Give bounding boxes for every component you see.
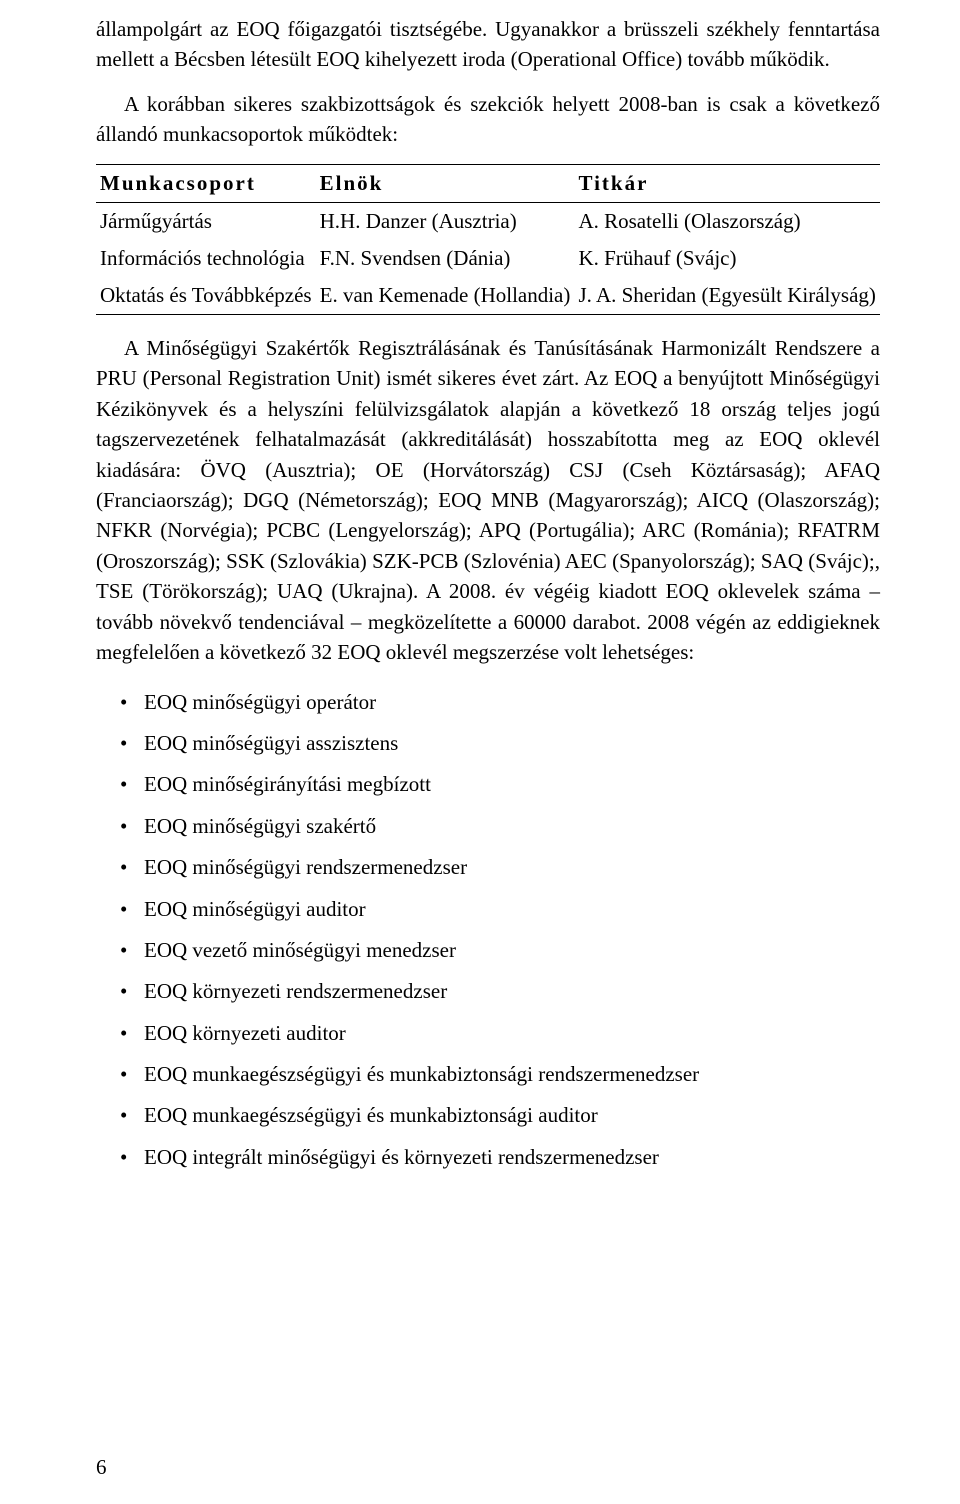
table-row: Információs technológia F.N. Svendsen (D… — [96, 240, 880, 277]
page-number: 6 — [96, 1455, 107, 1480]
table-cell: Járműgyártás — [96, 202, 316, 240]
list-item: EOQ környezeti rendszermenedzser — [144, 971, 880, 1012]
table-cell: Információs technológia — [96, 240, 316, 277]
table-cell: H.H. Danzer (Ausztria) — [316, 202, 575, 240]
paragraph-3: A Minőségügyi Szakértők Regisztrálásának… — [96, 333, 880, 668]
list-item: EOQ minőségügyi auditor — [144, 889, 880, 930]
table-cell: Oktatás és Továbbképzés — [96, 277, 316, 315]
list-item: EOQ minőségügyi szakértő — [144, 806, 880, 847]
table-header-col3: Titkár — [574, 164, 880, 202]
list-item: EOQ integrált minőségügyi és környezeti … — [144, 1137, 880, 1178]
list-item: EOQ környezeti auditor — [144, 1013, 880, 1054]
table-row: Járműgyártás H.H. Danzer (Ausztria) A. R… — [96, 202, 880, 240]
table-cell: E. van Kemenade (Hollandia) — [316, 277, 575, 315]
list-item: EOQ vezető minőségügyi menedzser — [144, 930, 880, 971]
paragraph-1: állampolgárt az EOQ főigazgatói tisztség… — [96, 14, 880, 75]
table-cell: J. A. Sheridan (Egyesült Királyság) — [574, 277, 880, 315]
list-item: EOQ minőségügyi operátor — [144, 682, 880, 723]
table-cell: A. Rosatelli (Olaszország) — [574, 202, 880, 240]
list-item: EOQ munkaegészségügyi és munkabiztonsági… — [144, 1054, 880, 1095]
list-item: EOQ minőségügyi asszisztens — [144, 723, 880, 764]
certificate-list: EOQ minőségügyi operátor EOQ minőségügyi… — [96, 682, 880, 1179]
table-cell: F.N. Svendsen (Dánia) — [316, 240, 575, 277]
table-header-col2: Elnök — [316, 164, 575, 202]
workgroup-table: Munkacsoport Elnök Titkár Járműgyártás H… — [96, 164, 880, 315]
table-cell: K. Frühauf (Svájc) — [574, 240, 880, 277]
table-header-row: Munkacsoport Elnök Titkár — [96, 164, 880, 202]
table-header-col1: Munkacsoport — [96, 164, 316, 202]
list-item: EOQ munkaegészségügyi és munkabiztonsági… — [144, 1095, 880, 1136]
table-row: Oktatás és Továbbképzés E. van Kemenade … — [96, 277, 880, 315]
list-item: EOQ minőségirányítási megbízott — [144, 764, 880, 805]
list-item: EOQ minőségügyi rendszermenedzser — [144, 847, 880, 888]
paragraph-2: A korábban sikeres szakbizottságok és sz… — [96, 89, 880, 150]
page: állampolgárt az EOQ főigazgatói tisztség… — [0, 0, 960, 1504]
